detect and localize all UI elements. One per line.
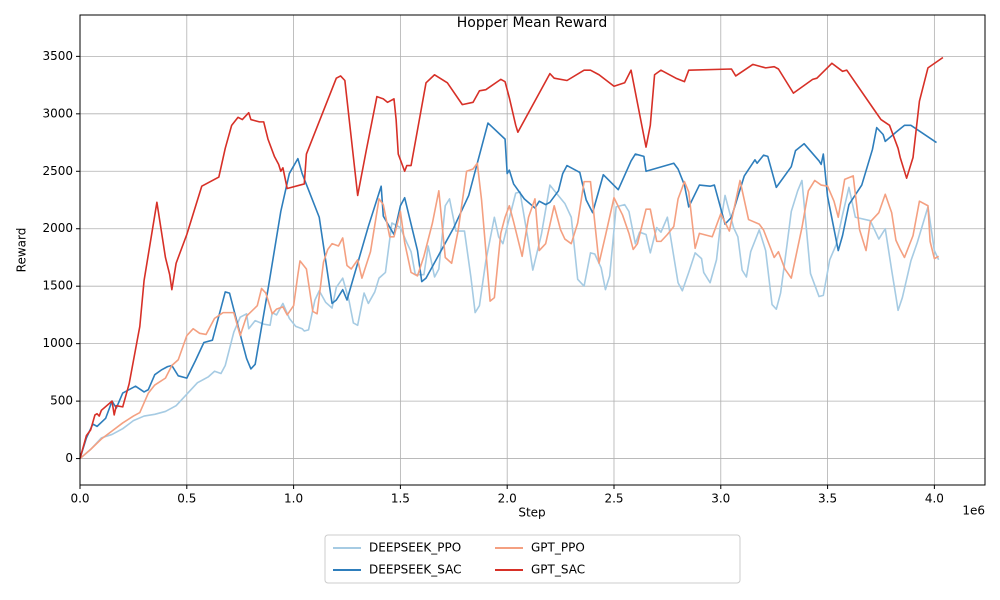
- legend: DEEPSEEK_PPO DEEPSEEK_SAC GPT_PPO GPT_SAC: [324, 534, 741, 584]
- legend-label: DEEPSEEK_SAC: [369, 563, 462, 577]
- legend-label: DEEPSEEK_PPO: [369, 541, 461, 555]
- x-tick-label: 1.0: [284, 492, 303, 506]
- x-offset-label: 1e6: [962, 504, 985, 518]
- x-tick-label: 1.5: [391, 492, 410, 506]
- y-tick-label: 2000: [42, 221, 73, 235]
- legend-label: GPT_SAC: [531, 563, 585, 577]
- chart-title: Hopper Mean Reward: [457, 15, 607, 31]
- legend-box: [324, 534, 741, 584]
- x-tick-label: 3.5: [818, 492, 837, 506]
- plot-frame: [79, 14, 986, 486]
- x-tick-label: 2.0: [498, 492, 517, 506]
- series-line: [79, 122, 937, 459]
- series-line: [79, 162, 940, 460]
- legend-label: GPT_PPO: [531, 541, 585, 555]
- x-axis-label: Step: [518, 506, 545, 520]
- plot-lines: [79, 56, 944, 460]
- y-tick-label: 500: [50, 394, 73, 408]
- series-line: [79, 56, 944, 459]
- y-axis-label: Reward: [15, 228, 29, 273]
- x-tick-label: 2.5: [604, 492, 623, 506]
- x-tick-label: 4.0: [925, 492, 944, 506]
- y-tick-label: 3500: [42, 49, 73, 63]
- x-tick-label: 0.5: [177, 492, 196, 506]
- y-tick-label: 3000: [42, 106, 73, 120]
- x-tick-label: 0.0: [70, 492, 89, 506]
- y-tick-label: 0: [65, 451, 73, 465]
- y-tick-label: 1000: [42, 336, 73, 350]
- x-tick-label: 3.0: [711, 492, 730, 506]
- y-tick-label: 1500: [42, 279, 73, 293]
- y-tick-label: 2500: [42, 164, 73, 178]
